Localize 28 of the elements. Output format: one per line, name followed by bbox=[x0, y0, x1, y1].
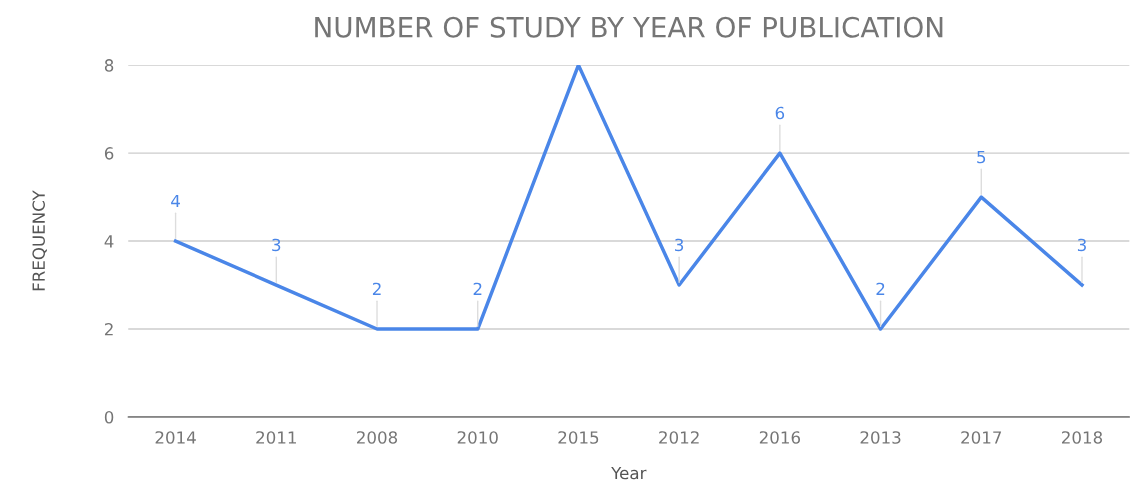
y-tick-label: 6 bbox=[104, 147, 114, 160]
x-tick-label: 2016 bbox=[759, 431, 801, 444]
x-tick-label: 2010 bbox=[457, 431, 498, 444]
y-tick-label: 2 bbox=[104, 322, 113, 336]
x-tick-label: 2011 bbox=[256, 431, 296, 444]
x-tick-label: 2013 bbox=[860, 431, 901, 444]
data-label: 2 bbox=[372, 282, 381, 295]
data-label: 3 bbox=[675, 238, 684, 252]
data-label: 5 bbox=[977, 150, 986, 164]
y-axis-title: FREQUENCY bbox=[32, 190, 47, 291]
data-label: 3 bbox=[1077, 238, 1086, 252]
data-label: 4 bbox=[171, 194, 180, 208]
x-axis-title: Year bbox=[611, 466, 647, 480]
x-tick-label: 2012 bbox=[659, 431, 699, 444]
x-tick-label: 2014 bbox=[155, 431, 196, 444]
data-label: 2 bbox=[876, 282, 885, 295]
line-series bbox=[173, 65, 1084, 331]
x-tick-label: 2015 bbox=[558, 431, 599, 444]
data-label: 6 bbox=[775, 106, 785, 120]
y-tick-label: 0 bbox=[104, 410, 114, 424]
chart-title: NUMBER OF STUDY BY YEAR OF PUBLICATION bbox=[315, 16, 943, 38]
x-tick-label: 2008 bbox=[357, 431, 398, 444]
data-label: 2 bbox=[473, 282, 482, 295]
x-tick-label: 2017 bbox=[961, 431, 1002, 444]
data-label: 3 bbox=[272, 238, 281, 252]
y-tick-label: 8 bbox=[104, 59, 114, 72]
x-tick-label: 2018 bbox=[1062, 431, 1103, 444]
y-tick-label: 4 bbox=[104, 235, 114, 248]
